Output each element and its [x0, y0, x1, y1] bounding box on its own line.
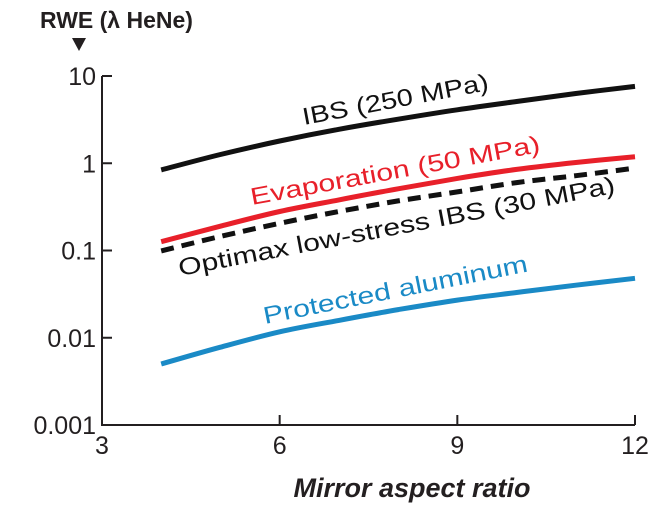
axis-lines	[101, 76, 635, 426]
series-label-aluminum: Protected aluminum	[261, 251, 530, 330]
x-tick-label: 9	[450, 432, 464, 460]
y-tick-label: 0.1	[61, 238, 96, 266]
y-tick-label: 1	[82, 150, 96, 178]
series-lines	[160, 83, 636, 367]
y-tick-label: 0.001	[33, 412, 96, 440]
y-tick-label: 0.01	[47, 325, 96, 353]
axes: 0.001 0.01 0.1 1 10 3 6 9 12	[33, 63, 648, 460]
x-axis-title: Mirror aspect ratio	[293, 473, 530, 503]
y-axis-title: RWE (λ HeNe)	[40, 7, 193, 33]
series-line-evaporation	[160, 154, 636, 245]
series-line-optimax	[160, 165, 636, 254]
series-line-ibs	[160, 83, 636, 173]
y-tick-label: 10	[68, 63, 96, 91]
down-arrow-icon	[72, 38, 86, 51]
x-tick-label: 6	[273, 432, 287, 460]
x-tick-label: 3	[95, 432, 109, 460]
x-tick-label: 12	[621, 432, 649, 460]
series-line-aluminum	[160, 275, 636, 367]
